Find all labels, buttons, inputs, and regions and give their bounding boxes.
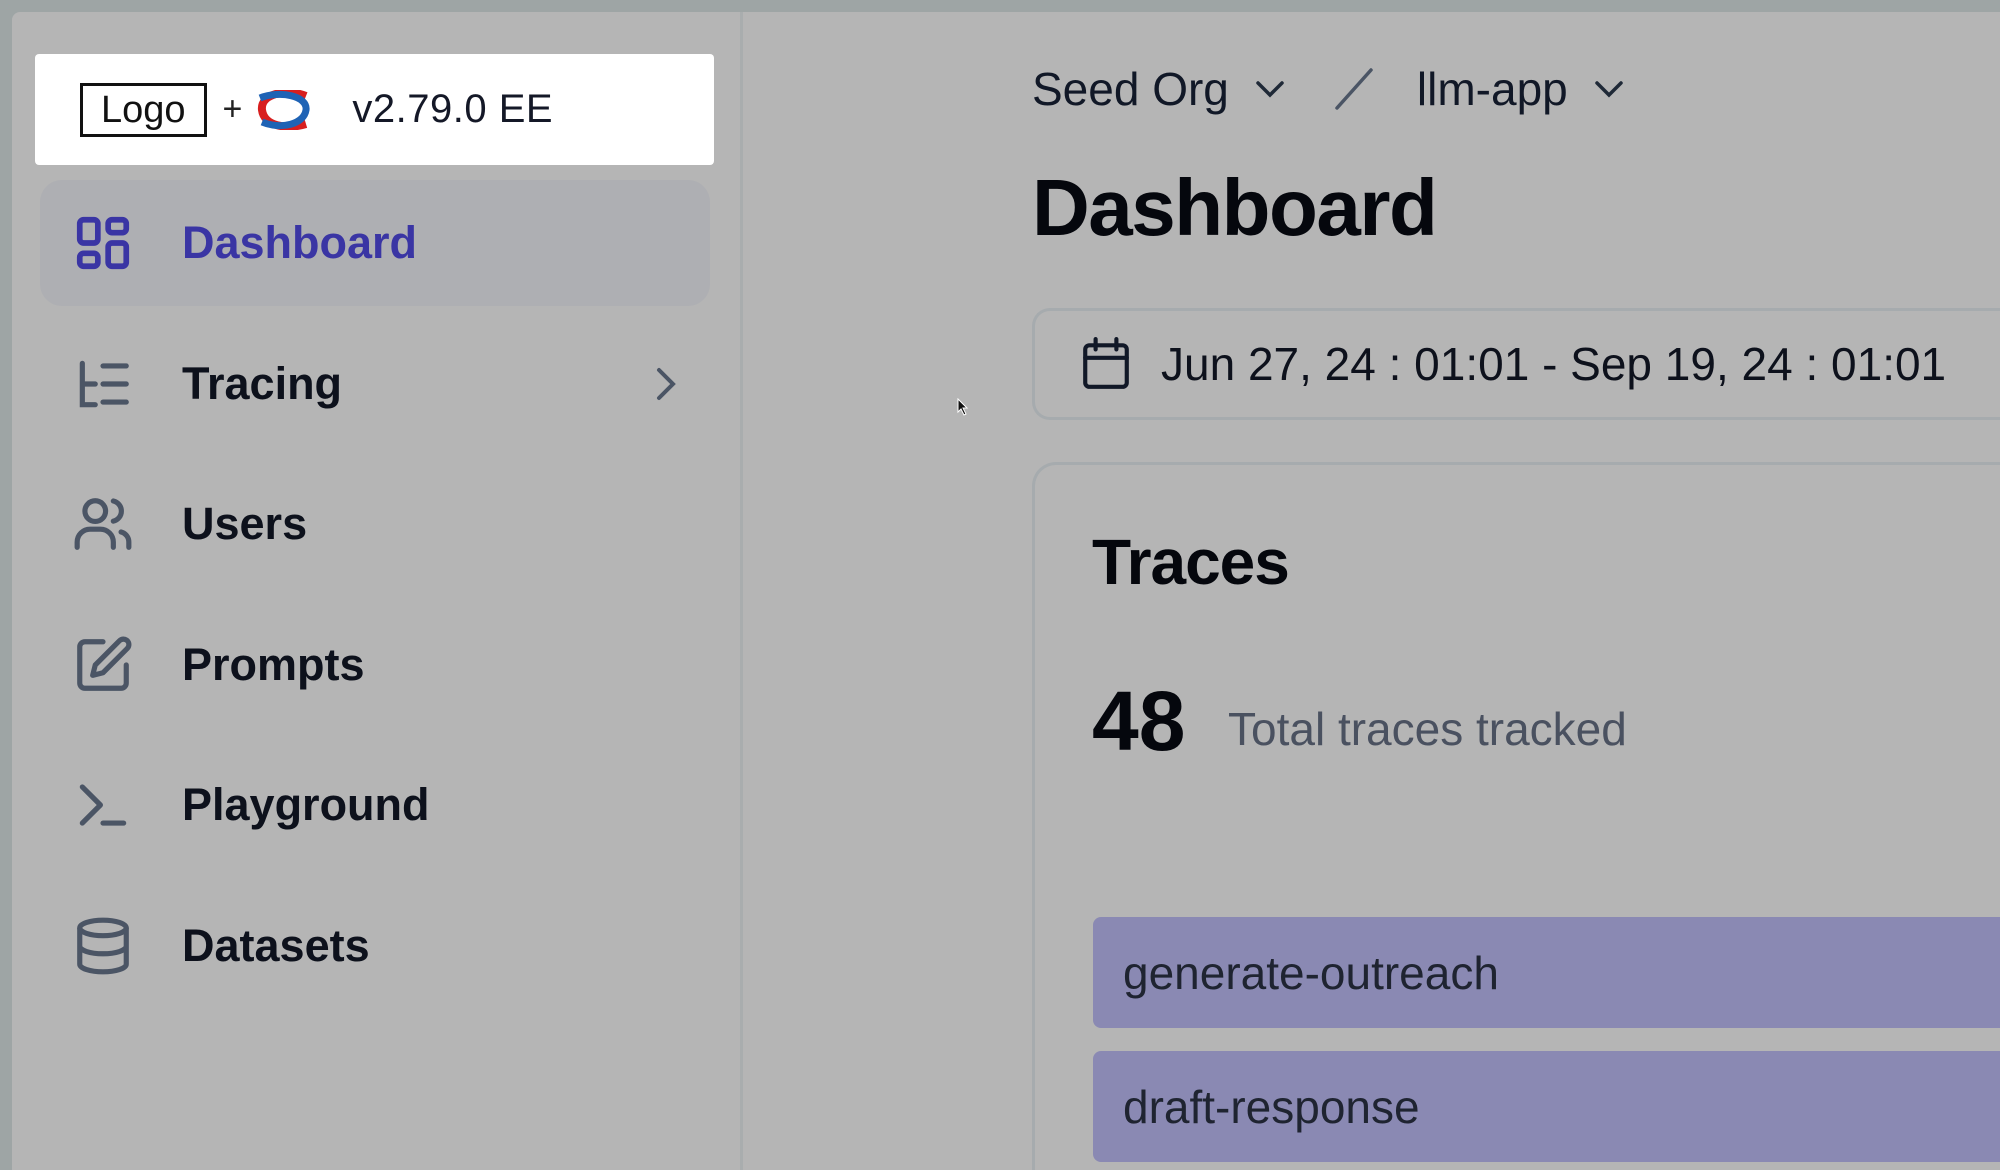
chevron-right-icon[interactable] <box>650 364 680 404</box>
traces-count: 48 <box>1092 674 1186 768</box>
logo-plus: + <box>222 90 243 128</box>
sidebar-item-label: Prompts <box>182 639 365 690</box>
chevron-down-icon <box>1256 81 1284 98</box>
org-selector[interactable]: Seed Org <box>1032 62 1287 116</box>
users-icon <box>74 498 132 550</box>
sidebar-item-label: Tracing <box>182 358 343 409</box>
card-title: Traces <box>1092 526 1290 598</box>
pencil-square-icon <box>77 636 132 691</box>
trace-bar[interactable]: draft-response <box>1093 1051 2000 1162</box>
sidebar-item-label: Users <box>182 498 308 549</box>
mouse-cursor-icon <box>957 398 969 416</box>
version-label: v2.79.0 EE <box>352 87 554 131</box>
sidebar-item-playground[interactable]: Playground <box>40 742 710 868</box>
sidebar-item-label: Dashboard <box>182 217 418 268</box>
calendar-icon <box>1083 337 1129 389</box>
date-range-text: Jun 27, 24 : 01:01 - Sep 19, 24 : 01:01 <box>1161 338 1947 390</box>
list-tree-icon <box>79 360 129 408</box>
layout-grid-icon <box>76 216 130 270</box>
sidebar-item-tracing[interactable]: Tracing <box>40 321 710 447</box>
chevron-down-icon <box>1594 81 1623 98</box>
breadcrumb: Seed Org llm-app <box>1032 62 1626 116</box>
terminal-icon <box>79 784 127 826</box>
project-selector[interactable]: llm-app <box>1417 62 1626 116</box>
page-title: Dashboard <box>1032 163 1438 252</box>
sidebar-item-users[interactable]: Users <box>40 461 710 587</box>
trace-bar[interactable]: generate-outreach <box>1093 917 2000 1028</box>
sidebar: Logo + v2.79.0 EE Dashboard Tracing User… <box>12 12 743 1170</box>
sidebar-item-label: Datasets <box>182 920 370 971</box>
sidebar-item-dashboard[interactable]: Dashboard <box>40 180 710 306</box>
app-window: Logo + v2.79.0 EE Dashboard Tracing User… <box>12 12 2000 1170</box>
logo-header: Logo + v2.79.0 EE <box>35 54 714 165</box>
knot-logo-icon <box>258 89 310 130</box>
trace-name: draft-response <box>1123 1080 1420 1133</box>
trace-name: generate-outreach <box>1123 946 1499 999</box>
sidebar-item-label: Playground <box>182 779 430 830</box>
database-icon <box>77 917 129 975</box>
org-name: Seed Org <box>1032 63 1229 115</box>
logo-placeholder: Logo <box>80 82 207 137</box>
traces-count-label: Total traces tracked <box>1228 703 1627 755</box>
sidebar-item-prompts[interactable]: Prompts <box>40 602 710 728</box>
breadcrumb-separator-icon <box>1335 68 1373 110</box>
sidebar-item-datasets[interactable]: Datasets <box>40 883 710 1009</box>
project-name: llm-app <box>1416 63 1568 115</box>
main-content: Seed Org llm-app Dashboard Jun 27, 24 : … <box>1032 12 2000 1170</box>
date-range-picker[interactable]: Jun 27, 24 : 01:01 - Sep 19, 24 : 01:01 <box>1032 308 2000 420</box>
traces-card: Traces 48 Total traces tracked generate-… <box>1032 462 2000 1170</box>
